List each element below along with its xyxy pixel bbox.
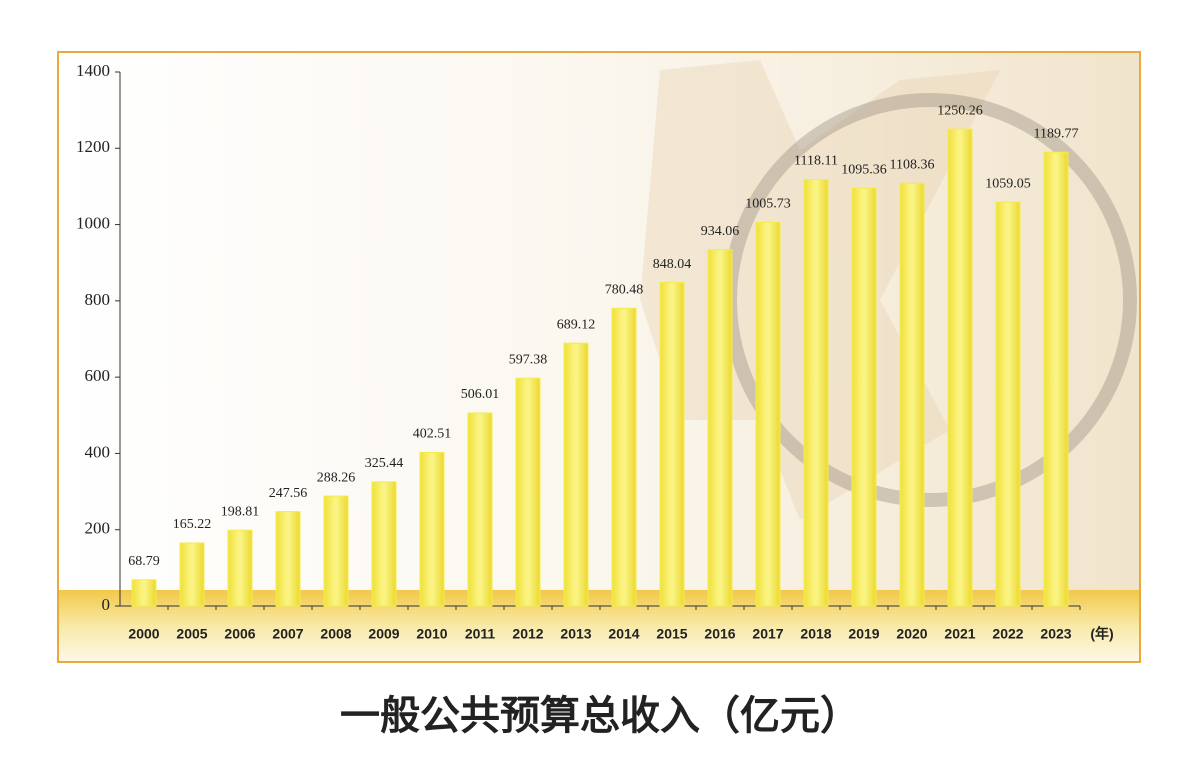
x-tick-label: 2000 bbox=[128, 626, 159, 642]
value-label: 848.04 bbox=[653, 257, 692, 272]
bar bbox=[851, 187, 877, 607]
chart-title: 一般公共预算总收入（亿元） bbox=[340, 693, 860, 739]
y-tick-label: 1000 bbox=[76, 213, 110, 232]
x-tick-label: 2012 bbox=[512, 626, 543, 642]
bar bbox=[659, 282, 685, 607]
bar bbox=[275, 511, 301, 607]
x-tick-label: 2016 bbox=[704, 626, 735, 642]
bar bbox=[323, 495, 349, 607]
x-axis-label: (年) bbox=[1090, 626, 1113, 642]
value-label: 402.51 bbox=[413, 427, 452, 442]
y-tick-label: 0 bbox=[102, 595, 111, 614]
value-label: 325.44 bbox=[365, 456, 404, 471]
x-tick-label: 2020 bbox=[896, 626, 927, 642]
bar bbox=[899, 182, 925, 607]
value-label: 1095.36 bbox=[841, 162, 887, 177]
value-label: 934.06 bbox=[701, 224, 740, 239]
bar bbox=[515, 377, 541, 607]
x-tick-label: 2022 bbox=[992, 626, 1023, 642]
value-label: 1189.77 bbox=[1034, 126, 1079, 141]
value-label: 288.26 bbox=[317, 470, 356, 485]
x-tick-label: 2005 bbox=[176, 626, 207, 642]
bar bbox=[1043, 151, 1069, 607]
x-tick-label: 2023 bbox=[1040, 626, 1071, 642]
y-tick-label: 1200 bbox=[76, 137, 110, 156]
x-tick-label: 2008 bbox=[320, 626, 351, 642]
value-label: 198.81 bbox=[221, 504, 260, 519]
floor-band bbox=[59, 590, 1139, 661]
x-tick-label: 2007 bbox=[272, 626, 303, 642]
y-tick-label: 600 bbox=[85, 366, 111, 385]
value-label: 1118.11 bbox=[794, 154, 838, 169]
bar bbox=[803, 179, 829, 607]
y-tick-label: 1400 bbox=[76, 61, 110, 80]
x-tick-label: 2010 bbox=[416, 626, 447, 642]
x-tick-label: 2006 bbox=[224, 626, 255, 642]
value-label: 1059.05 bbox=[985, 176, 1031, 191]
value-label: 689.12 bbox=[557, 317, 596, 332]
value-label: 1108.36 bbox=[890, 157, 935, 172]
value-label: 597.38 bbox=[509, 352, 548, 367]
value-label: 506.01 bbox=[461, 387, 500, 402]
bar bbox=[179, 542, 205, 607]
x-tick-label: 2014 bbox=[608, 626, 639, 642]
bar bbox=[611, 307, 637, 607]
value-label: 1005.73 bbox=[745, 197, 791, 212]
value-label: 247.56 bbox=[269, 486, 308, 501]
bar bbox=[947, 128, 973, 607]
bar bbox=[995, 201, 1021, 607]
x-tick-label: 2009 bbox=[368, 626, 399, 642]
chart-frame bbox=[57, 51, 1141, 663]
x-tick-label: 2017 bbox=[752, 626, 783, 642]
x-tick-label: 2018 bbox=[800, 626, 831, 642]
value-label: 68.79 bbox=[128, 554, 160, 569]
x-tick-label: 2019 bbox=[848, 626, 879, 642]
y-tick-label: 200 bbox=[85, 519, 111, 538]
bar bbox=[371, 481, 397, 607]
y-tick-label: 800 bbox=[85, 290, 111, 309]
value-label: 1250.26 bbox=[937, 103, 983, 118]
bar bbox=[755, 221, 781, 607]
bar bbox=[707, 249, 733, 607]
value-label: 165.22 bbox=[173, 517, 212, 532]
x-tick-label: 2013 bbox=[560, 626, 591, 642]
bar bbox=[227, 529, 253, 607]
bar bbox=[563, 342, 589, 607]
value-label: 780.48 bbox=[605, 283, 644, 298]
bar bbox=[419, 451, 445, 607]
bar bbox=[131, 579, 157, 607]
y-tick-label: 400 bbox=[85, 442, 111, 461]
bar bbox=[467, 412, 493, 607]
x-tick-label: 2021 bbox=[944, 626, 975, 642]
x-tick-label: 2015 bbox=[656, 626, 687, 642]
x-tick-label: 2011 bbox=[465, 626, 496, 642]
